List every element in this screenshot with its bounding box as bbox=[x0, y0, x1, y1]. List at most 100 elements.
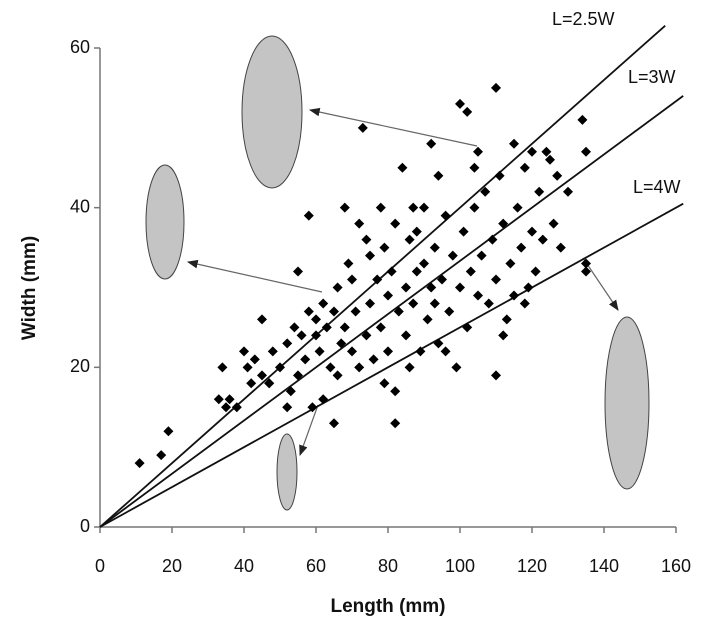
point bbox=[483, 298, 494, 309]
y-tick-label: 40 bbox=[70, 196, 90, 216]
point bbox=[386, 266, 397, 277]
point bbox=[332, 282, 343, 293]
point bbox=[275, 362, 285, 373]
arrows bbox=[186, 107, 619, 457]
point bbox=[339, 202, 350, 213]
point bbox=[469, 162, 480, 173]
illustrations bbox=[145, 35, 650, 511]
point bbox=[537, 234, 548, 245]
point bbox=[332, 370, 343, 381]
ellipse bbox=[241, 35, 303, 189]
point bbox=[555, 242, 566, 253]
line-label: L=3W bbox=[628, 67, 676, 87]
arrow bbox=[299, 404, 319, 457]
point bbox=[257, 370, 267, 381]
point bbox=[329, 418, 339, 429]
point bbox=[318, 394, 329, 405]
point bbox=[419, 258, 429, 269]
point bbox=[257, 314, 267, 325]
x-tick-label: 140 bbox=[589, 556, 619, 576]
point bbox=[343, 258, 354, 269]
point bbox=[491, 274, 501, 285]
y-tick-label: 20 bbox=[70, 356, 90, 376]
point bbox=[462, 106, 473, 117]
y-tick-label: 0 bbox=[80, 516, 90, 536]
point bbox=[361, 330, 372, 341]
point bbox=[134, 458, 145, 469]
arrow bbox=[186, 259, 323, 293]
point bbox=[440, 210, 451, 221]
point bbox=[300, 354, 311, 365]
point bbox=[383, 346, 393, 357]
point bbox=[354, 218, 365, 229]
point bbox=[487, 234, 498, 245]
point bbox=[548, 218, 559, 229]
point bbox=[455, 98, 465, 109]
point bbox=[267, 346, 278, 357]
point bbox=[213, 394, 224, 405]
point bbox=[545, 154, 555, 165]
point bbox=[303, 210, 314, 221]
point bbox=[314, 346, 325, 357]
point bbox=[390, 218, 401, 229]
point bbox=[451, 362, 462, 373]
point bbox=[491, 82, 501, 93]
point bbox=[379, 378, 390, 389]
x-axis-title: Length (mm) bbox=[330, 596, 445, 617]
point bbox=[512, 202, 523, 213]
point bbox=[393, 306, 404, 317]
point bbox=[293, 266, 303, 277]
point bbox=[264, 378, 275, 389]
x-tick-label: 120 bbox=[517, 556, 547, 576]
point bbox=[437, 274, 447, 285]
point bbox=[465, 266, 476, 277]
point bbox=[429, 242, 440, 253]
point bbox=[336, 338, 347, 349]
point bbox=[311, 330, 321, 341]
point bbox=[419, 202, 429, 213]
point bbox=[217, 362, 228, 373]
point bbox=[357, 122, 368, 133]
point bbox=[429, 298, 440, 309]
series bbox=[134, 82, 591, 469]
point bbox=[476, 250, 487, 261]
point bbox=[577, 114, 588, 125]
point bbox=[519, 162, 530, 173]
point bbox=[527, 146, 537, 157]
point bbox=[426, 138, 437, 149]
point bbox=[523, 282, 534, 293]
point bbox=[361, 234, 372, 245]
point bbox=[350, 306, 361, 317]
x-tick-label: 60 bbox=[306, 556, 326, 576]
x-tick-label: 80 bbox=[378, 556, 398, 576]
point bbox=[440, 346, 451, 357]
point bbox=[455, 282, 465, 293]
point bbox=[246, 378, 257, 389]
point bbox=[285, 386, 296, 397]
point bbox=[469, 202, 480, 213]
point bbox=[368, 354, 379, 365]
arrow bbox=[308, 107, 478, 147]
arrow bbox=[582, 257, 619, 311]
point bbox=[156, 450, 167, 461]
point bbox=[498, 218, 509, 229]
point bbox=[339, 322, 350, 333]
point bbox=[581, 266, 591, 277]
x-tick-label: 20 bbox=[162, 556, 182, 576]
point bbox=[303, 306, 314, 317]
point bbox=[231, 402, 242, 413]
point bbox=[282, 402, 293, 413]
x-tick-label: 100 bbox=[445, 556, 475, 576]
point bbox=[509, 290, 519, 301]
point bbox=[289, 322, 300, 333]
y-tick-label: 60 bbox=[70, 37, 90, 57]
point bbox=[473, 290, 483, 301]
point bbox=[408, 202, 419, 213]
point bbox=[390, 418, 401, 429]
point bbox=[347, 346, 357, 357]
point bbox=[239, 346, 249, 357]
point bbox=[311, 314, 321, 325]
point bbox=[519, 298, 530, 309]
